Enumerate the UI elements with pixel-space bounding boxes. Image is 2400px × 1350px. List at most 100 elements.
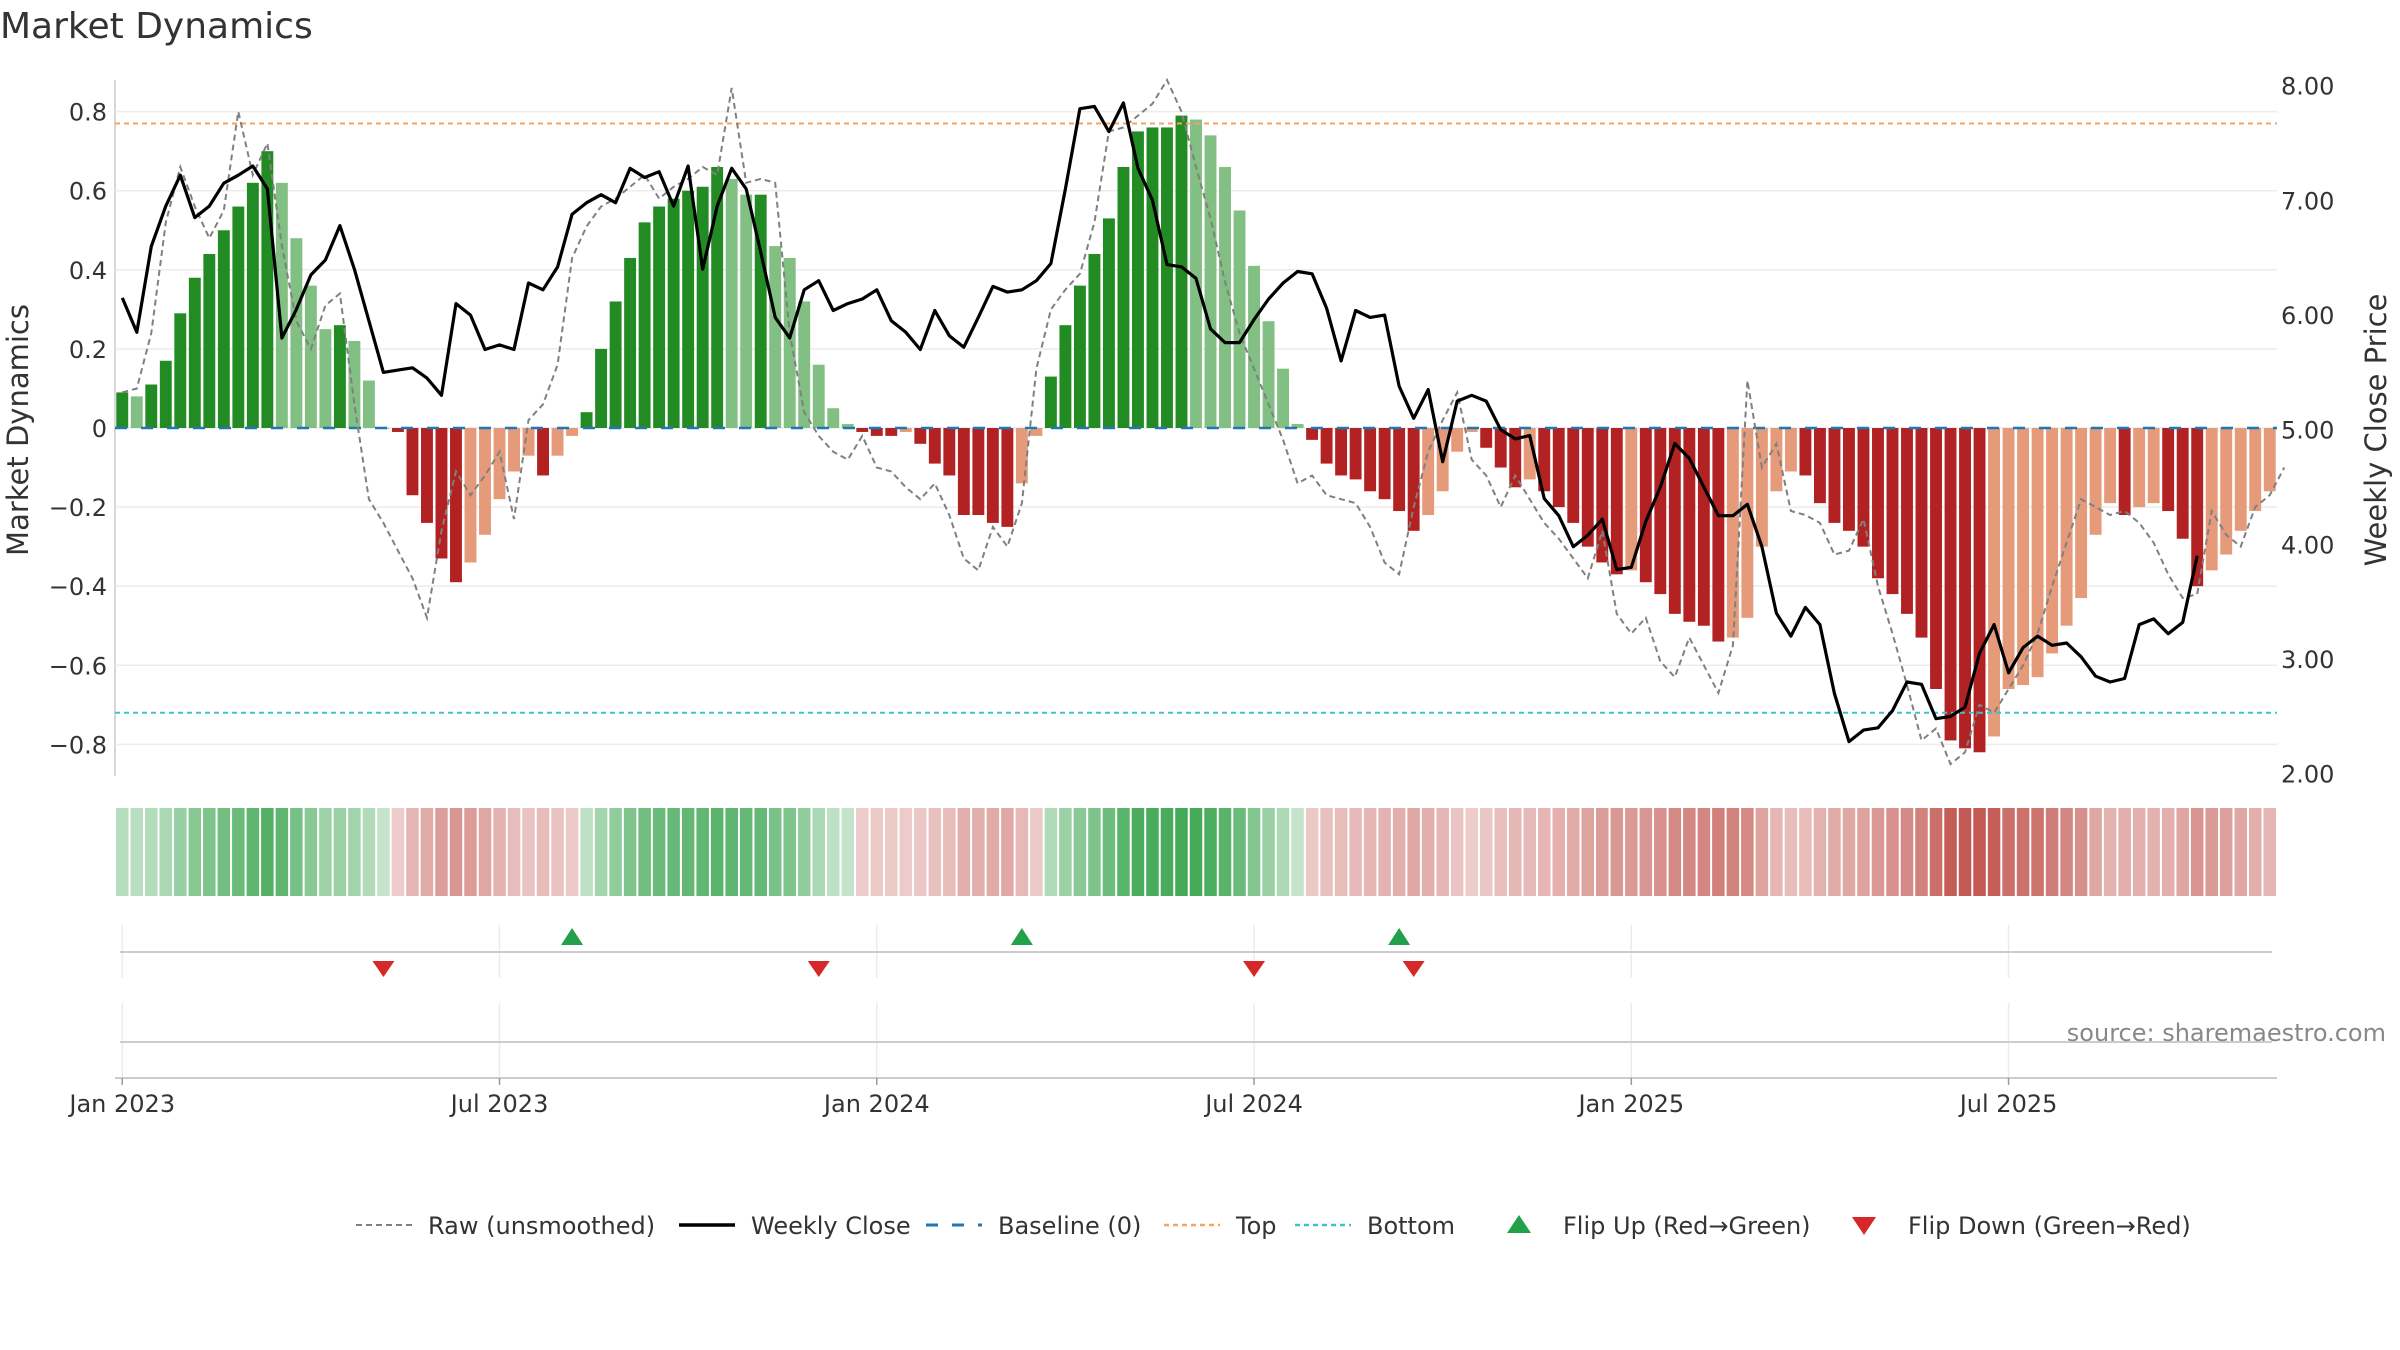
flip-marker-panel xyxy=(120,925,2272,978)
dynamics-bar xyxy=(246,182,259,428)
dynamics-bar xyxy=(1161,127,1173,429)
heat-cell xyxy=(2002,808,2015,896)
heat-cell xyxy=(667,808,680,896)
heat-cell xyxy=(1276,808,1290,896)
heat-cell xyxy=(1349,808,1362,896)
dynamics-bar xyxy=(711,167,724,428)
dynamics-bar xyxy=(1755,428,1768,547)
heat-cell xyxy=(1958,808,1972,896)
heat-cell xyxy=(841,808,855,896)
dynamics-bar xyxy=(566,428,579,436)
dynamics-bar xyxy=(493,428,506,500)
heat-cell xyxy=(710,808,724,896)
regime-heat-strip xyxy=(116,808,2276,896)
dynamics-bar xyxy=(1668,428,1681,614)
heat-cell xyxy=(783,808,796,896)
dynamics-bar xyxy=(856,428,869,432)
dynamics-bar xyxy=(435,428,448,559)
heat-cell xyxy=(1828,808,1841,896)
empty-panel xyxy=(115,1003,2277,1080)
dynamics-bar xyxy=(1306,428,1319,440)
heat-cell xyxy=(2103,808,2117,896)
heat-cell xyxy=(1508,808,1522,896)
dynamics-bar xyxy=(1857,428,1870,547)
x-tick-label: Jan 2025 xyxy=(1576,1090,1684,1118)
heat-cell xyxy=(1668,808,1682,896)
heat-cell xyxy=(2176,808,2189,896)
dynamics-bar xyxy=(2104,428,2117,504)
heat-cell xyxy=(1581,808,1595,896)
heat-cell xyxy=(464,808,477,896)
heat-cell xyxy=(638,808,651,896)
heat-cell xyxy=(203,808,216,896)
heat-cell xyxy=(1305,808,1319,896)
dynamics-bar xyxy=(1886,428,1899,595)
dynamics-bar xyxy=(290,238,303,428)
heat-cell xyxy=(1625,808,1638,896)
heat-cell xyxy=(1987,808,2001,896)
line-series xyxy=(120,77,2286,766)
left-y-axis-ticks: 0.8 0.6 0.4 0.2 0 −0.2 −0.4 −0.6 −0.8 xyxy=(49,99,107,760)
dynamics-bar xyxy=(2220,428,2233,555)
heat-cell xyxy=(536,808,550,896)
heat-cell xyxy=(319,808,332,896)
dynamics-bar xyxy=(1872,428,1884,579)
heat-cell xyxy=(406,808,419,896)
heat-cell xyxy=(986,808,1000,896)
dynamics-bar xyxy=(2176,428,2189,539)
dynamics-bar xyxy=(624,257,637,428)
dynamics-bar xyxy=(972,428,985,515)
y-tick-label: 0.6 xyxy=(69,178,107,206)
heat-cell xyxy=(217,808,231,896)
heat-cell xyxy=(1059,808,1072,896)
heat-cell xyxy=(565,808,579,896)
heat-cell xyxy=(2205,808,2218,896)
dynamics-bar xyxy=(1813,428,1826,504)
heat-cell xyxy=(1479,808,1493,896)
dynamics-bar xyxy=(798,301,811,428)
dynamics-bar xyxy=(1219,167,1231,428)
legend-label: Raw (unsmoothed) xyxy=(428,1212,655,1240)
dynamics-bar xyxy=(1364,428,1377,492)
dynamics-bar xyxy=(1973,428,1986,753)
dynamics-bar xyxy=(1335,428,1348,476)
heat-cell xyxy=(1537,808,1551,896)
heat-cell xyxy=(2147,808,2160,896)
dynamics-bar xyxy=(362,380,375,428)
left-y-axis-label: Market Dynamics xyxy=(1,304,35,556)
x-tick-label: Jul 2023 xyxy=(449,1090,549,1118)
heat-cell xyxy=(1494,808,1507,896)
dynamics-bar xyxy=(551,428,564,456)
heat-cell xyxy=(899,808,913,896)
heat-cell xyxy=(522,808,535,896)
heat-cell xyxy=(1726,808,1740,896)
dynamics-bar xyxy=(508,428,520,472)
dynamics-bar xyxy=(1407,428,1420,531)
dynamics-bar xyxy=(1059,325,1072,428)
heat-cell xyxy=(2263,808,2276,896)
dynamics-bar xyxy=(1901,428,1913,614)
heat-cell xyxy=(826,808,840,896)
y2-tick-label: 5.00 xyxy=(2281,417,2334,445)
heat-cell xyxy=(739,808,753,896)
dynamics-bar xyxy=(682,190,695,428)
dynamics-bar xyxy=(2263,428,2276,492)
dynamics-bar xyxy=(827,408,840,428)
heat-cell xyxy=(2016,808,2030,896)
dynamics-bar xyxy=(580,412,593,428)
dynamics-bar xyxy=(1552,428,1565,508)
dynamics-bar xyxy=(1102,218,1115,428)
heat-cell xyxy=(261,808,274,896)
heat-cell xyxy=(1770,808,1783,896)
heat-cell xyxy=(1450,808,1464,896)
dynamics-bar xyxy=(1843,428,1855,531)
dynamics-bar xyxy=(595,348,608,428)
y-tick-label: −0.4 xyxy=(49,573,107,601)
dynamics-bar xyxy=(1944,428,1957,741)
dynamics-bar xyxy=(943,428,956,476)
dynamics-bar xyxy=(1581,428,1594,547)
dynamics-bar xyxy=(450,428,462,583)
y-tick-label: −0.2 xyxy=(49,494,107,522)
heat-cell xyxy=(2219,808,2233,896)
heat-cell xyxy=(885,808,898,896)
